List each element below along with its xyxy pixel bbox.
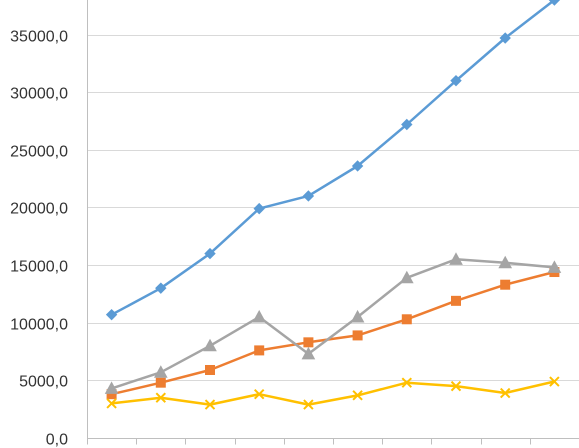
series-line — [111, 0, 556, 316]
data-point-diamond — [499, 32, 511, 44]
data-point-diamond — [155, 282, 167, 294]
data-point-triangle — [104, 381, 119, 394]
data-point-diamond — [253, 202, 265, 215]
y-tick-label: 30000,0 — [10, 86, 68, 103]
y-tick-label: 25000,0 — [10, 144, 68, 161]
x-axis — [87, 0, 579, 445]
data-point-triangle — [449, 252, 463, 265]
data-point-x — [450, 380, 462, 392]
series-line — [111, 258, 555, 390]
data-point-diamond — [548, 0, 561, 6]
data-point-triangle — [399, 270, 414, 284]
data-point-triangle — [301, 346, 316, 360]
y-tick-label: 10000,0 — [10, 317, 68, 334]
data-point-square — [155, 377, 166, 388]
y-axis-tick-labels: 0,0 5000,0 10000,0 15000,0 20000,0 25000,0 300… — [10, 29, 68, 448]
series-1 — [105, 0, 561, 321]
data-point-square — [352, 330, 363, 341]
data-point-x — [401, 377, 413, 388]
data-point-triangle — [498, 255, 513, 269]
data-point-square — [451, 295, 461, 306]
data-point-x — [499, 387, 511, 399]
series-4 — [106, 376, 560, 410]
series-2 — [106, 267, 560, 400]
data-point-triangle — [203, 338, 217, 352]
y-tick-label: 15000,0 — [10, 259, 68, 276]
data-point-triangle — [153, 365, 168, 378]
gridlines — [87, 35, 579, 381]
data-point-x — [303, 399, 314, 410]
y-tick-label: 20000,0 — [10, 201, 68, 218]
data-point-diamond — [204, 247, 216, 260]
data-point-diamond — [105, 308, 118, 321]
y-tick-label: 0,0 — [46, 432, 68, 448]
data-point-diamond — [351, 160, 364, 172]
series-3 — [104, 252, 562, 394]
data-point-square — [401, 314, 412, 325]
data-point-square — [303, 337, 314, 348]
data-point-diamond — [450, 74, 462, 87]
data-point-diamond — [302, 190, 315, 202]
data-point-x — [106, 398, 117, 409]
data-point-triangle — [547, 260, 562, 273]
y-tick-label: 5000,0 — [19, 374, 68, 391]
series-line — [111, 380, 555, 406]
series-line — [111, 270, 555, 396]
series-group — [104, 0, 562, 410]
data-point-x — [204, 399, 216, 410]
data-point-x — [253, 388, 265, 400]
data-point-diamond — [401, 118, 413, 131]
data-point-x — [549, 376, 560, 387]
data-point-square — [205, 364, 215, 375]
data-point-square — [254, 345, 265, 356]
y-tick-label: 35000,0 — [10, 29, 68, 46]
data-point-square — [500, 279, 511, 290]
data-point-triangle — [350, 309, 365, 323]
data-point-x — [155, 392, 167, 403]
data-point-triangle — [252, 309, 267, 323]
data-point-x — [352, 390, 363, 401]
